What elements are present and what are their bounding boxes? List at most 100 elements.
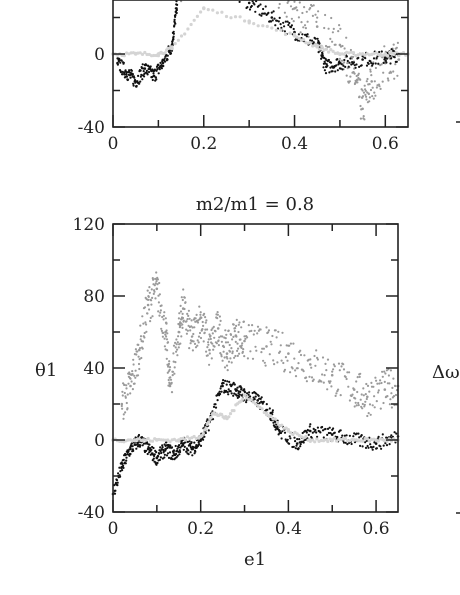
- top-series-2-point: [279, 28, 283, 32]
- bottom-series-0-point: [368, 403, 372, 406]
- bottom-series-1-point: [168, 451, 172, 454]
- top-series-0-point: [392, 70, 395, 73]
- bottom-series-0-point: [234, 334, 238, 337]
- bottom-series-0-point: [152, 292, 155, 295]
- bottom-series-1-point: [330, 433, 334, 436]
- bottom-series-0-point: [186, 312, 189, 315]
- top-series-2-point: [247, 19, 251, 24]
- bottom-series-1-point: [121, 469, 124, 472]
- top-points: [111, 0, 410, 121]
- top-series-1-point: [325, 65, 328, 69]
- bottom-series-1-point: [114, 481, 118, 484]
- top-series-0-point: [364, 93, 367, 96]
- bottom-series-1-point: [222, 379, 225, 382]
- bottom-series-1-point: [167, 456, 171, 459]
- bottom-series-0-point: [224, 337, 227, 340]
- bottom-series-1-point: [134, 443, 137, 446]
- bottom-x-tick-label: 0.4: [275, 519, 302, 539]
- bottom-series-0-point: [240, 326, 243, 329]
- bottom-series-1-point: [297, 447, 300, 450]
- bottom-series-0-point: [173, 372, 176, 375]
- bottom-series-0-point: [373, 406, 376, 409]
- top-series-1-point: [121, 73, 124, 76]
- bottom-series-0-point: [182, 319, 185, 322]
- top-series-2-point: [374, 51, 378, 55]
- bottom-series-0-point: [136, 350, 139, 353]
- top-series-2-point: [220, 10, 224, 14]
- bottom-series-0-point: [155, 271, 158, 274]
- bottom-series-0-point: [161, 335, 164, 338]
- bottom-series-0-point: [197, 341, 200, 344]
- bottom-series-0-point: [147, 298, 150, 301]
- top-series-0-point: [323, 26, 326, 30]
- top-series-0-point: [371, 95, 374, 98]
- bottom-series-0-point: [171, 370, 175, 373]
- top-series-1-point: [341, 68, 344, 71]
- bottom-series-1-point: [176, 447, 179, 450]
- top-series-2-point: [206, 8, 210, 12]
- top-series-1-point: [141, 63, 144, 66]
- top-series-0-point: [293, 7, 296, 10]
- top-series-0-point: [367, 92, 370, 96]
- bottom-series-1-point: [227, 388, 230, 391]
- bottom-series-1-point: [314, 428, 317, 432]
- bottom-series-0-point: [388, 403, 391, 406]
- bottom-series-2-point: [343, 436, 347, 441]
- bottom-series-0-point: [316, 358, 319, 361]
- bottom-series-0-point: [132, 363, 135, 366]
- top-series-2-point: [324, 47, 328, 51]
- bottom-series-1-point: [149, 447, 152, 450]
- top-series-0-point: [365, 95, 368, 98]
- top-x-tick-label: 0.6: [372, 134, 399, 154]
- bottom-series-0-point: [141, 315, 144, 318]
- top-tick-labels: 0 0.2 0.4 0.60-40: [78, 45, 399, 154]
- top-series-2-point: [138, 51, 142, 55]
- bottom-series-0-point: [216, 317, 219, 320]
- bottom-series-0-point: [216, 313, 219, 316]
- bottom-series-1-point: [163, 453, 166, 456]
- bottom-series-0-point: [305, 376, 308, 379]
- top-series-1-point: [174, 13, 177, 17]
- top-series-0-point: [310, 4, 314, 8]
- bottom-series-1-point: [361, 445, 364, 448]
- top-series-1-point: [143, 67, 147, 70]
- bottom-series-2-point: [249, 398, 253, 402]
- top-series-1-point: [264, 5, 267, 8]
- bottom-series-0-point: [156, 278, 159, 281]
- top-series-1-point: [335, 64, 338, 67]
- top-series-1-point: [342, 64, 345, 67]
- bottom-series-0-point: [201, 328, 204, 331]
- bottom-series-0-point: [181, 323, 184, 326]
- bottom-series-1-point: [321, 425, 324, 429]
- bottom-series-0-point: [163, 311, 166, 314]
- bottom-series-0-point: [334, 394, 337, 397]
- bottom-series-1-point: [193, 441, 196, 444]
- top-y-tick-label: 0: [94, 45, 105, 65]
- bottom-series-0-point: [170, 381, 173, 384]
- bottom-series-0-point: [205, 350, 208, 353]
- bottom-series-0-point: [208, 352, 211, 355]
- bottom-series-0-point: [218, 315, 221, 318]
- top-series-1-point: [149, 65, 152, 68]
- bottom-series-0-point: [376, 382, 379, 385]
- bottom-series-0-point: [121, 407, 124, 410]
- bottom-series-1-point: [285, 440, 289, 443]
- bottom-series-1-point: [271, 409, 274, 412]
- bottom-series-1-point: [135, 447, 138, 450]
- top-series-1-point: [145, 64, 148, 67]
- bottom-series-0-point: [196, 344, 199, 347]
- bottom-series-0-point: [264, 364, 267, 367]
- bottom-series-1-point: [145, 449, 148, 452]
- bottom-series-0-point: [165, 357, 168, 360]
- top-series-1-point: [351, 61, 354, 64]
- top-series-0-point: [277, 6, 280, 9]
- bottom-series-2-point: [239, 399, 243, 403]
- top-series-2-point: [143, 50, 147, 55]
- bottom-series-0-point: [218, 323, 221, 326]
- bottom-series-1-point: [216, 399, 219, 402]
- top-series-1-point: [382, 61, 385, 64]
- top-series-1-point: [267, 11, 270, 14]
- bottom-series-1-point: [158, 458, 161, 461]
- bottom-series-0-point: [236, 349, 239, 352]
- top-plot-frame: [112, 0, 409, 128]
